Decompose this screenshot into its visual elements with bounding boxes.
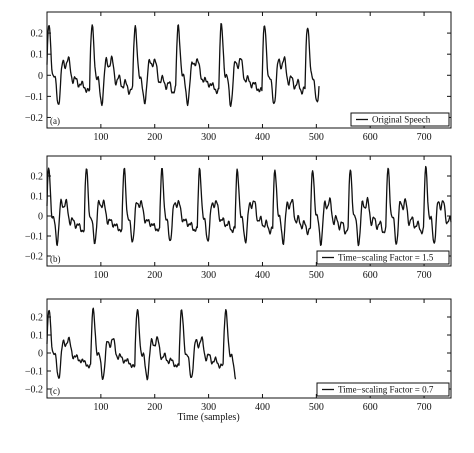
legend-label: Original Speech [372,115,431,125]
y-tick-label: −0.1 [25,92,43,103]
x-tick-label: 100 [93,132,108,143]
x-tick-label: 500 [309,132,324,143]
x-tick-label: 300 [201,402,216,413]
series-line [46,307,237,381]
series-line [46,22,320,108]
y-tick-label: 0 [38,212,43,223]
y-tick-label: 0.2 [31,172,44,183]
y-tick-label: 0.1 [31,50,44,61]
legend-box [350,112,450,127]
plot-frame [46,11,452,129]
y-tick-label: −0.2 [25,113,43,124]
x-tick-label: 100 [93,402,108,413]
legend-label: Time−scaling Factor = 1.5 [338,253,434,263]
plot-frame [46,298,452,399]
x-tick-label: 600 [363,402,378,413]
panel-label: (c) [50,386,60,396]
legend-label: Time−scaling Factor = 0.7 [338,385,434,395]
panel-label: (b) [50,254,61,264]
x-tick-label: 200 [147,402,162,413]
y-tick-label: −0.2 [25,252,43,263]
legend-box [316,382,450,397]
panel-1: 0.2 0.1 0 −0.1 −0.2 100 200 300 400 500 600 700 (a) O… [25,11,452,143]
y-tick-label: −0.2 [25,385,43,396]
x-tick-label: 600 [363,270,378,281]
x-tick-label: 400 [255,270,270,281]
x-tick-label: 400 [255,132,270,143]
plot-frame [46,155,452,267]
y-tick-label: −0.1 [25,232,43,243]
y-tick-label: −0.1 [25,367,43,378]
x-tick-label: 300 [201,270,216,281]
x-tick-label: 100 [93,270,108,281]
x-tick-label: 700 [417,270,432,281]
y-tick-label: 0.2 [31,313,44,324]
y-tick-label: 0 [38,71,43,82]
y-tick-label: 0.2 [31,29,44,40]
panel-2: 0.2 0.1 0 −0.1 −0.2 100 200 300 400 500 600 700 (b) T… [25,155,452,281]
x-tick-label: 200 [147,270,162,281]
y-tick-label: 0.1 [31,331,44,342]
legend: Time−scaling Factor = 1.5 [316,250,450,265]
x-tick-label: 600 [363,132,378,143]
x-tick-label: 500 [309,270,324,281]
x-tick-label: 500 [309,402,324,413]
x-tick-label: 400 [255,402,270,413]
panel-label: (a) [50,116,60,126]
x-tick-label: 700 [417,132,432,143]
x-tick-label: 700 [417,402,432,413]
y-tick-label: 0 [38,349,43,360]
y-tick-label: 0.1 [31,192,44,203]
x-tick-label: 200 [147,132,162,143]
x-tick-label: 300 [201,132,216,143]
series-line [46,165,452,247]
legend-box [316,250,450,265]
legend: Time−scaling Factor = 0.7 [316,382,450,397]
legend: Original Speech [350,112,450,127]
panel-3: 0.2 0.1 0 −0.1 −0.2 100 200 300 400 500 600 700 (c) T… [25,298,452,423]
x-axis-label: Time (samples) [178,412,240,423]
